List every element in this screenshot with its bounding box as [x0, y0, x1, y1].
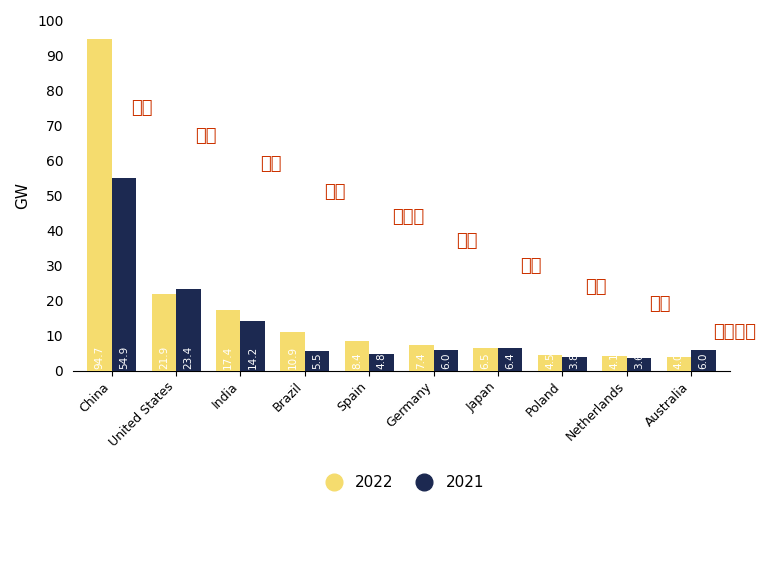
Text: 14.2: 14.2	[247, 346, 257, 369]
Text: 5.5: 5.5	[312, 352, 322, 369]
Text: 10.9: 10.9	[288, 346, 298, 369]
Bar	[345, 341, 369, 371]
Text: 7.4: 7.4	[417, 352, 427, 369]
Bar	[498, 348, 523, 371]
Text: 17.4: 17.4	[223, 346, 233, 369]
Text: 23.4: 23.4	[183, 346, 193, 369]
Text: 3.6: 3.6	[634, 352, 644, 369]
Text: 美国: 美国	[196, 127, 217, 145]
Text: 西班牙: 西班牙	[392, 208, 424, 225]
Bar	[281, 332, 305, 371]
Bar	[409, 345, 434, 371]
Text: 8.4: 8.4	[352, 352, 362, 369]
Bar	[176, 289, 200, 371]
Text: 中国: 中国	[131, 99, 152, 117]
Text: 6.0: 6.0	[441, 352, 451, 369]
Legend: 2022, 2021: 2022, 2021	[312, 469, 490, 496]
Text: 日本: 日本	[520, 256, 542, 275]
Text: 3.8: 3.8	[570, 352, 580, 369]
Text: 4.8: 4.8	[376, 352, 386, 369]
Bar	[111, 178, 136, 371]
Text: 6.4: 6.4	[506, 352, 515, 369]
Bar	[602, 356, 627, 371]
Bar	[474, 348, 498, 371]
Text: 6.0: 6.0	[698, 352, 708, 369]
Bar	[691, 350, 716, 371]
Bar	[216, 310, 240, 371]
Text: 荷兰: 荷兰	[649, 295, 671, 313]
Bar	[627, 358, 651, 371]
Text: 澳大利亚: 澳大利亚	[713, 323, 757, 341]
Bar	[305, 351, 329, 371]
Text: 21.9: 21.9	[158, 346, 169, 369]
Text: 巴西: 巴西	[324, 183, 346, 201]
Text: 4.1: 4.1	[609, 352, 619, 369]
Bar	[434, 350, 458, 371]
Text: 波兰: 波兰	[585, 278, 606, 296]
Bar	[666, 356, 691, 371]
Bar	[562, 357, 587, 371]
Text: 6.5: 6.5	[481, 352, 491, 369]
Text: 4.5: 4.5	[545, 352, 555, 369]
Text: 印度: 印度	[260, 155, 281, 173]
Text: 54.9: 54.9	[119, 346, 129, 369]
Bar	[369, 354, 393, 371]
Y-axis label: GW: GW	[15, 182, 30, 209]
Text: 94.7: 94.7	[94, 346, 104, 369]
Text: 4.0: 4.0	[674, 352, 684, 369]
Bar	[538, 355, 562, 371]
Bar	[87, 39, 111, 371]
Text: 德国: 德国	[456, 232, 478, 250]
Bar	[240, 321, 265, 371]
Bar	[152, 294, 176, 371]
